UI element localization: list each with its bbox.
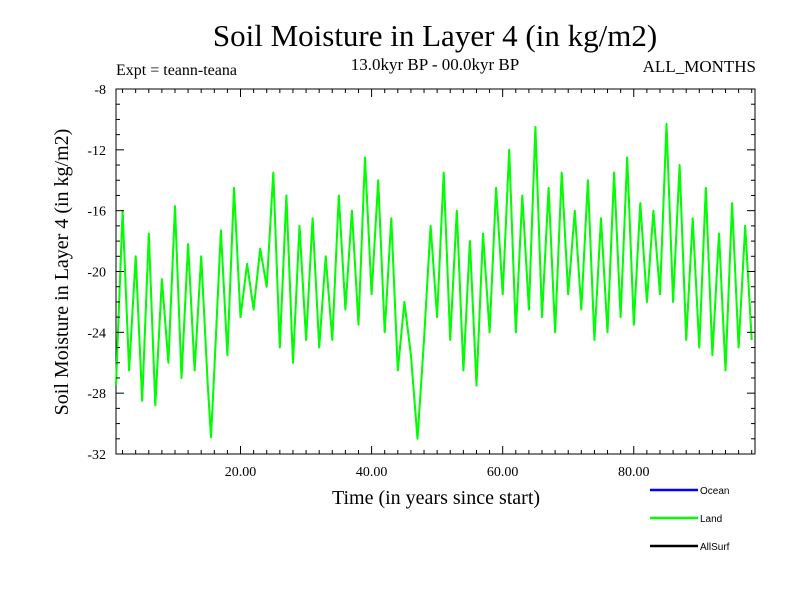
y-tick-label: -12 [87, 144, 106, 159]
chart-subtitle: 13.0kyr BP - 00.0kyr BP [350, 55, 520, 74]
months-label: ALL_MONTHS [642, 57, 756, 76]
x-tick-label: 80.00 [618, 465, 650, 480]
y-tick-label: -8 [94, 83, 106, 98]
y-tick-label: -28 [87, 387, 106, 402]
x-tick-label: 60.00 [487, 465, 519, 480]
x-tick-label: 40.00 [356, 465, 388, 480]
y-tick-label: -16 [87, 205, 106, 220]
chart-title: Soil Moisture in Layer 4 (in kg/m2) [212, 18, 658, 53]
y-tick-label: -32 [87, 448, 106, 463]
legend-label-ocean: Ocean [700, 486, 729, 497]
y-tick-label: -24 [87, 326, 106, 341]
legend-label-land: Land [700, 514, 722, 525]
experiment-label: Expt = teann-teana [116, 62, 237, 79]
x-axis-label: Time (in years since start) [332, 487, 540, 509]
series-line-land [115, 123, 753, 440]
legend: Ocean Land AllSurf [650, 486, 730, 553]
x-tick-label: 20.00 [225, 465, 257, 480]
y-axis-label: Soil Moisture in Layer 4 (in kg/m2) [51, 129, 73, 416]
ticks-group: -8 -12 -16 -20 -24 -28 -32 20.00 40.00 60.00 80.00 [87, 83, 755, 480]
y-tick-label: -20 [87, 266, 106, 281]
series-group [115, 123, 753, 440]
legend-label-allsurf: AllSurf [700, 542, 730, 553]
